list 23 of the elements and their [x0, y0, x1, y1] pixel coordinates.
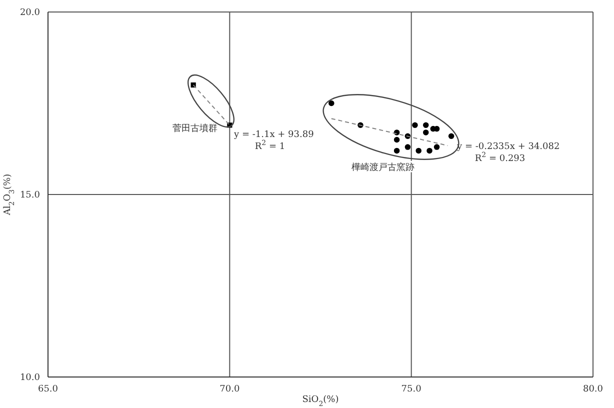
annotation: y = -1.1x + 93.89: [233, 130, 314, 140]
x-tick-label: 75.0: [401, 384, 422, 394]
y-tick-label: 20.0: [20, 8, 40, 18]
point: [434, 144, 440, 150]
point: [394, 136, 400, 143]
point: [394, 148, 400, 154]
x-tick-label: 80.0: [582, 384, 604, 394]
point: [404, 144, 411, 150]
annotation: R$^{2}$ = 0.293: [474, 151, 526, 164]
point: [412, 122, 418, 128]
x-axis-title: SiO$_{2}$(%): [302, 395, 339, 408]
x-tick-label: 65.0: [38, 384, 58, 394]
point: [448, 133, 454, 139]
annotation: R$^{2}$ = 1: [254, 139, 286, 152]
point: [426, 148, 432, 154]
y-tick-label: 10.0: [20, 373, 40, 384]
point: [328, 100, 334, 106]
point: [422, 130, 429, 136]
annotation: 菅田古墳群: [172, 123, 218, 134]
y-tick-label: 15.0: [20, 190, 40, 201]
point: [422, 122, 429, 128]
x-tick-label: 70.0: [220, 384, 240, 394]
point: [416, 148, 422, 154]
